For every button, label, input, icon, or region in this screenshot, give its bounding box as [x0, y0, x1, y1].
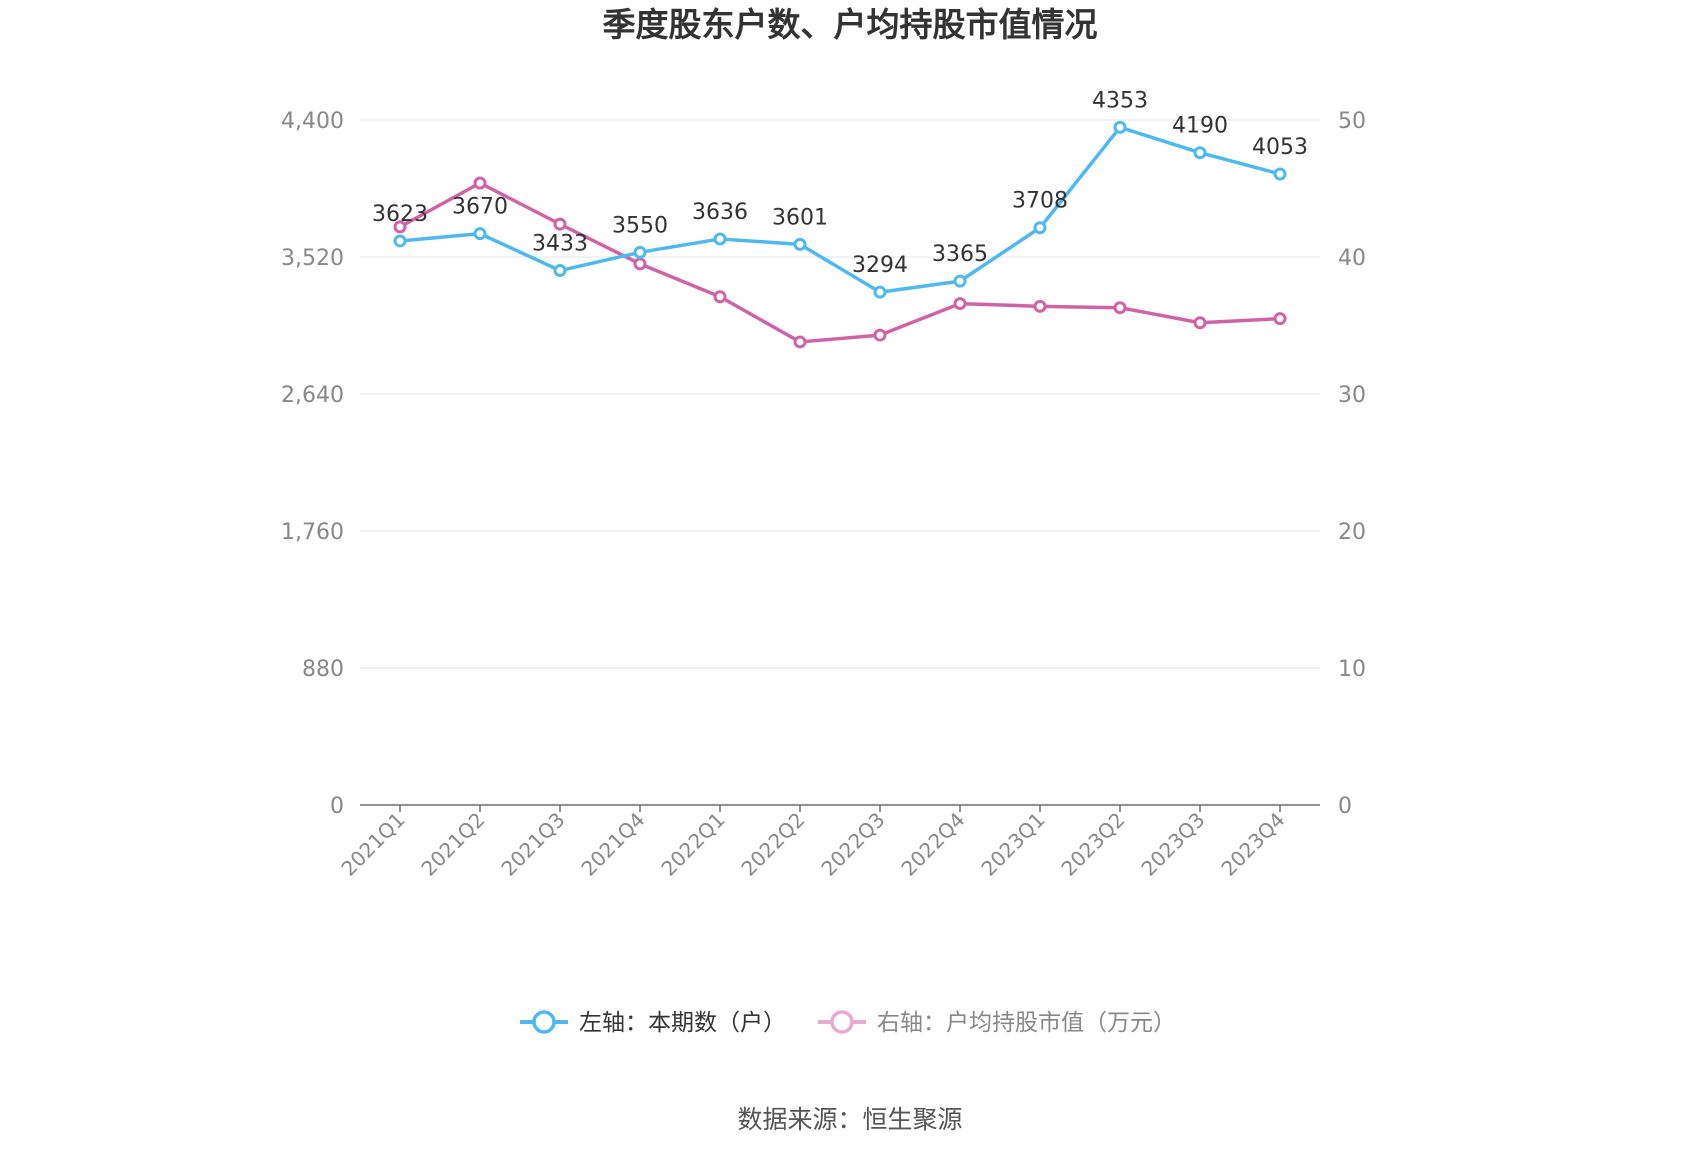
right-tick-label: 50	[1338, 109, 1366, 134]
series-right	[393, 176, 1287, 349]
data-point[interactable]	[1113, 120, 1127, 134]
data-label: 3601	[772, 205, 828, 230]
data-point[interactable]	[1193, 316, 1207, 330]
x-tick-label: 2022Q2	[736, 808, 809, 881]
right-tick-label: 40	[1338, 246, 1366, 271]
data-point[interactable]	[393, 220, 407, 234]
x-tick-label: 2023Q1	[976, 808, 1049, 881]
data-point[interactable]	[793, 237, 807, 251]
grid	[360, 119, 1320, 669]
data-point[interactable]	[473, 227, 487, 241]
right-tick-label: 0	[1338, 794, 1352, 819]
x-axis: 2021Q1 2021Q2 2021Q3 2021Q4 2022Q1 2022Q2 2022…	[336, 804, 1320, 881]
x-tick-label: 2023Q2	[1056, 808, 1129, 881]
right-axis: 0 10 20 30 40 50	[1338, 109, 1366, 819]
data-point[interactable]	[553, 264, 567, 278]
x-tick-label: 2021Q2	[416, 808, 489, 881]
right-tick-label: 30	[1338, 383, 1366, 408]
legend-marker	[830, 1010, 854, 1034]
data-point[interactable]	[953, 274, 967, 288]
legend-label: 左轴：本期数（户）	[579, 1010, 786, 1036]
left-tick-label: 4,400	[281, 109, 344, 134]
data-point[interactable]	[1033, 299, 1047, 313]
series-line	[399, 181, 1281, 344]
data-label: 3708	[1012, 189, 1068, 214]
left-tick-label: 1,760	[281, 520, 344, 545]
data-point[interactable]	[713, 232, 727, 246]
data-point[interactable]	[1273, 312, 1287, 326]
data-point[interactable]	[1033, 221, 1047, 235]
left-tick-label: 3,520	[281, 246, 344, 271]
left-tick-label: 880	[302, 657, 344, 682]
data-label: 3550	[612, 213, 668, 238]
x-tick-label: 2021Q1	[336, 808, 409, 881]
data-point[interactable]	[1113, 301, 1127, 315]
x-tick-label: 2022Q3	[816, 808, 889, 881]
legend-label: 右轴：户均持股市值（万元）	[877, 1010, 1176, 1036]
data-label: 3365	[932, 242, 988, 267]
x-tick-label: 2022Q1	[656, 808, 729, 881]
data-point[interactable]	[553, 217, 567, 231]
data-label: 4190	[1172, 114, 1228, 139]
x-tick-label: 2022Q4	[896, 808, 969, 881]
data-label: 3636	[692, 200, 748, 225]
data-label: 3623	[372, 202, 428, 227]
data-point[interactable]	[873, 285, 887, 299]
right-tick-label: 20	[1338, 520, 1366, 545]
data-point[interactable]	[713, 290, 727, 304]
series-layer	[393, 120, 1287, 349]
x-tick-label: 2023Q3	[1136, 808, 1209, 881]
data-point[interactable]	[633, 245, 647, 259]
data-point[interactable]	[1273, 167, 1287, 181]
left-tick-label: 0	[330, 794, 344, 819]
legend-item-2[interactable]: 右轴：户均持股市值（万元）	[818, 1010, 1176, 1036]
data-point[interactable]	[1193, 146, 1207, 160]
x-tick-label: 2021Q3	[496, 808, 569, 881]
data-label: 3670	[452, 195, 508, 220]
series-left	[393, 120, 1287, 299]
data-label: 4053	[1252, 135, 1308, 160]
right-tick-label: 10	[1338, 657, 1366, 682]
chart-title: 季度股东户数、户均持股市值情况	[603, 5, 1098, 44]
x-tick-label: 2021Q4	[576, 808, 649, 881]
source-note: 数据来源：恒生聚源	[737, 1105, 962, 1134]
data-point[interactable]	[473, 176, 487, 190]
legend-item-1[interactable]: 左轴：本期数（户）	[520, 1010, 786, 1036]
data-label: 3294	[852, 253, 908, 278]
data-point[interactable]	[793, 335, 807, 349]
data-labels: 3623 3670 3433 3550 3636 3601 3294 3365 3708 4353…	[372, 88, 1308, 278]
left-axis: 0 880 1,760 2,640 3,520 4,400	[281, 109, 344, 819]
legend-marker	[532, 1010, 556, 1034]
data-point[interactable]	[953, 297, 967, 311]
data-point[interactable]	[633, 257, 647, 271]
series-line	[399, 125, 1281, 294]
data-point[interactable]	[873, 328, 887, 342]
left-tick-label: 2,640	[281, 383, 344, 408]
data-label: 3433	[532, 232, 588, 257]
data-point[interactable]	[393, 234, 407, 248]
legend[interactable]: 左轴：本期数（户） 右轴：户均持股市值（万元）	[520, 1010, 1176, 1036]
data-label: 4353	[1092, 88, 1148, 113]
x-tick-label: 2023Q4	[1216, 808, 1289, 881]
